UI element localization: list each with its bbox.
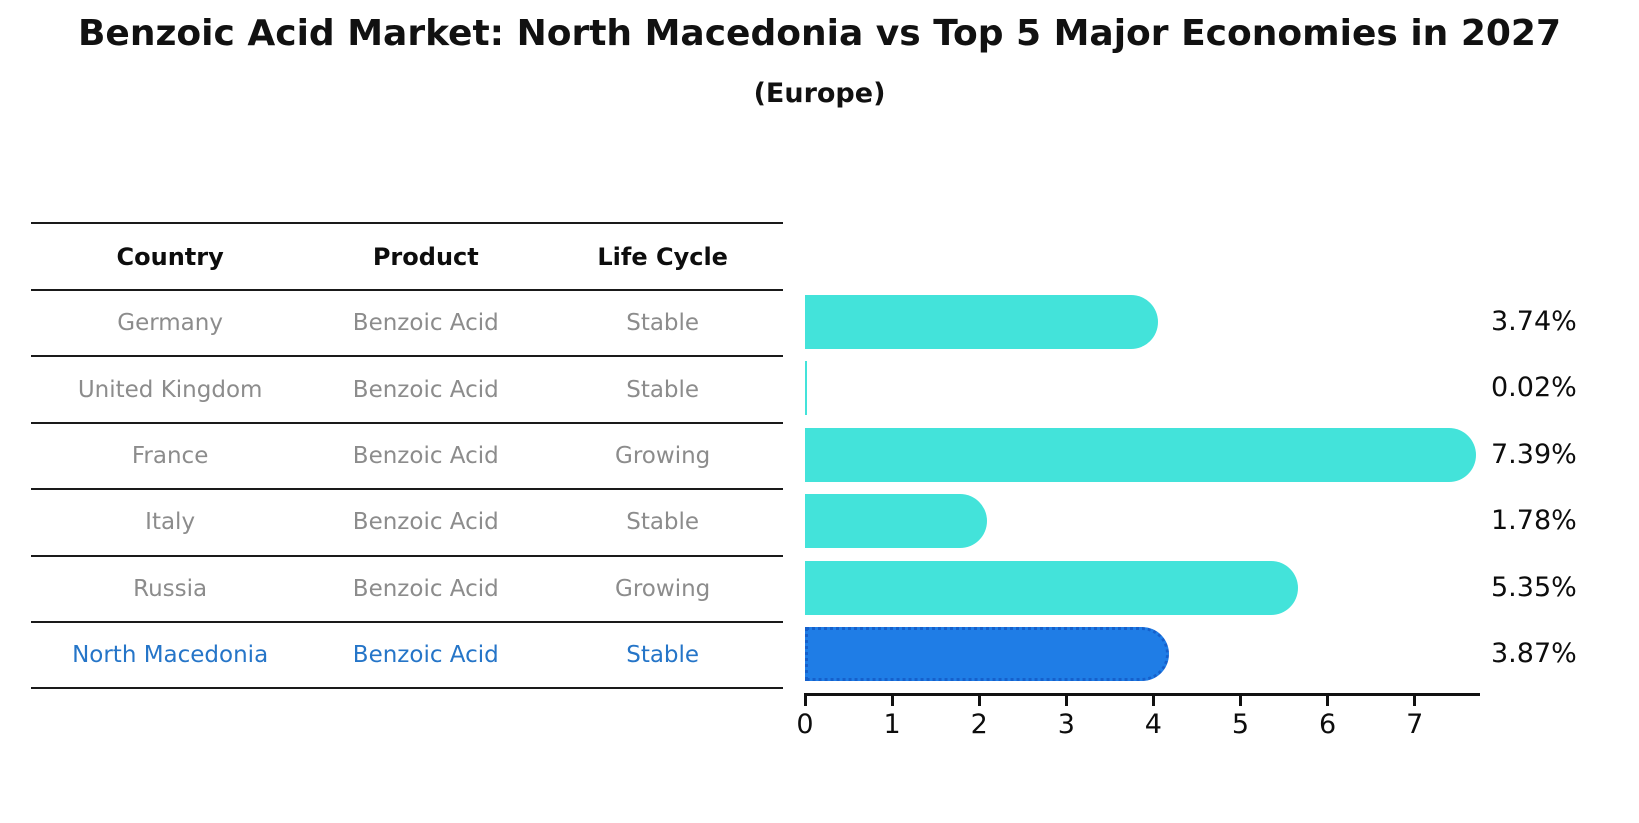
cell-country: France — [131, 442, 209, 469]
x-tick-label-5: 5 — [1231, 709, 1250, 740]
cell-country: North Macedonia — [72, 642, 269, 669]
chart-subtitle: (Europe) — [753, 78, 886, 109]
cell-country: Russia — [133, 575, 208, 602]
table-row-united-kingdom: United Kingdom Benzoic Acid Stable — [31, 357, 783, 424]
x-tick-mark-5 — [1239, 693, 1242, 706]
x-tick-mark-6 — [1326, 693, 1330, 706]
table-row-russia: Russia Benzoic Acid Growing — [31, 557, 783, 623]
x-tick-mark-1 — [890, 693, 894, 706]
cell-life-cycle: Stable — [626, 509, 700, 536]
country-table: Country Product Life Cycle Germany Benzoic A… — [31, 222, 783, 690]
bar-russia — [805, 560, 1298, 615]
bar-united-kingdom — [805, 361, 807, 416]
value-label-north-macedonia: 3.87% — [1491, 638, 1577, 669]
value-label-united-kingdom: 0.02% — [1491, 372, 1577, 404]
bar-france — [805, 427, 1476, 482]
table-row-italy: Italy Benzoic Acid Stable — [31, 490, 783, 557]
cell-life-cycle: Growing — [615, 575, 711, 602]
value-label-italy: 1.78% — [1491, 505, 1577, 537]
x-tick-mark-3 — [1064, 693, 1068, 706]
column-header-life-cycle: Life Cycle — [597, 242, 728, 271]
chart-title: Benzoic Acid Market: North Macedonia vs … — [77, 13, 1562, 54]
cell-country: United Kingdom — [77, 376, 263, 403]
x-tick-label-1: 1 — [883, 709, 901, 740]
x-tick-mark-4 — [1151, 693, 1155, 706]
x-tick-mark-2 — [977, 693, 981, 706]
cell-product: Benzoic Acid — [352, 376, 499, 403]
bar-germany — [805, 295, 1158, 349]
x-tick-label-3: 3 — [1057, 709, 1075, 740]
cell-life-cycle: Stable — [626, 310, 700, 337]
x-tick-label-2: 2 — [970, 709, 988, 740]
x-tick-label-6: 6 — [1319, 709, 1337, 740]
table-row-germany: Germany Benzoic Acid Stable — [31, 291, 783, 358]
cell-product: Benzoic Acid — [352, 575, 499, 602]
cell-product: Benzoic Acid — [352, 642, 499, 669]
x-tick-label-0: 0 — [796, 709, 814, 740]
table-row-france: France Benzoic Acid Growing — [31, 424, 783, 491]
x-tick-mark-0 — [803, 693, 807, 706]
value-label-france: 7.39% — [1491, 438, 1577, 470]
cell-life-cycle: Stable — [626, 376, 700, 403]
cell-product: Benzoic Acid — [352, 509, 499, 536]
cell-country: Germany — [117, 310, 223, 337]
cell-country: Italy — [145, 509, 196, 536]
x-tick-label-4: 4 — [1144, 709, 1162, 740]
cell-product: Benzoic Acid — [352, 310, 499, 337]
table-header-row: Country Product Life Cycle — [31, 224, 783, 291]
table-row-north-macedonia: North Macedonia Benzoic Acid Stable — [31, 623, 783, 690]
column-header-country: Country — [116, 242, 224, 271]
cell-life-cycle: Growing — [615, 442, 711, 469]
x-tick-label-7: 7 — [1406, 709, 1424, 740]
bar-north-macedonia — [805, 627, 1170, 681]
value-label-germany: 3.74% — [1491, 306, 1577, 337]
cell-life-cycle: Stable — [626, 642, 700, 669]
column-header-product: Product — [372, 242, 479, 271]
x-tick-mark-7 — [1413, 693, 1417, 706]
value-label-russia: 5.35% — [1491, 571, 1577, 603]
bar-italy — [805, 494, 988, 549]
x-axis-line — [805, 693, 1481, 696]
cell-product: Benzoic Acid — [352, 442, 499, 469]
